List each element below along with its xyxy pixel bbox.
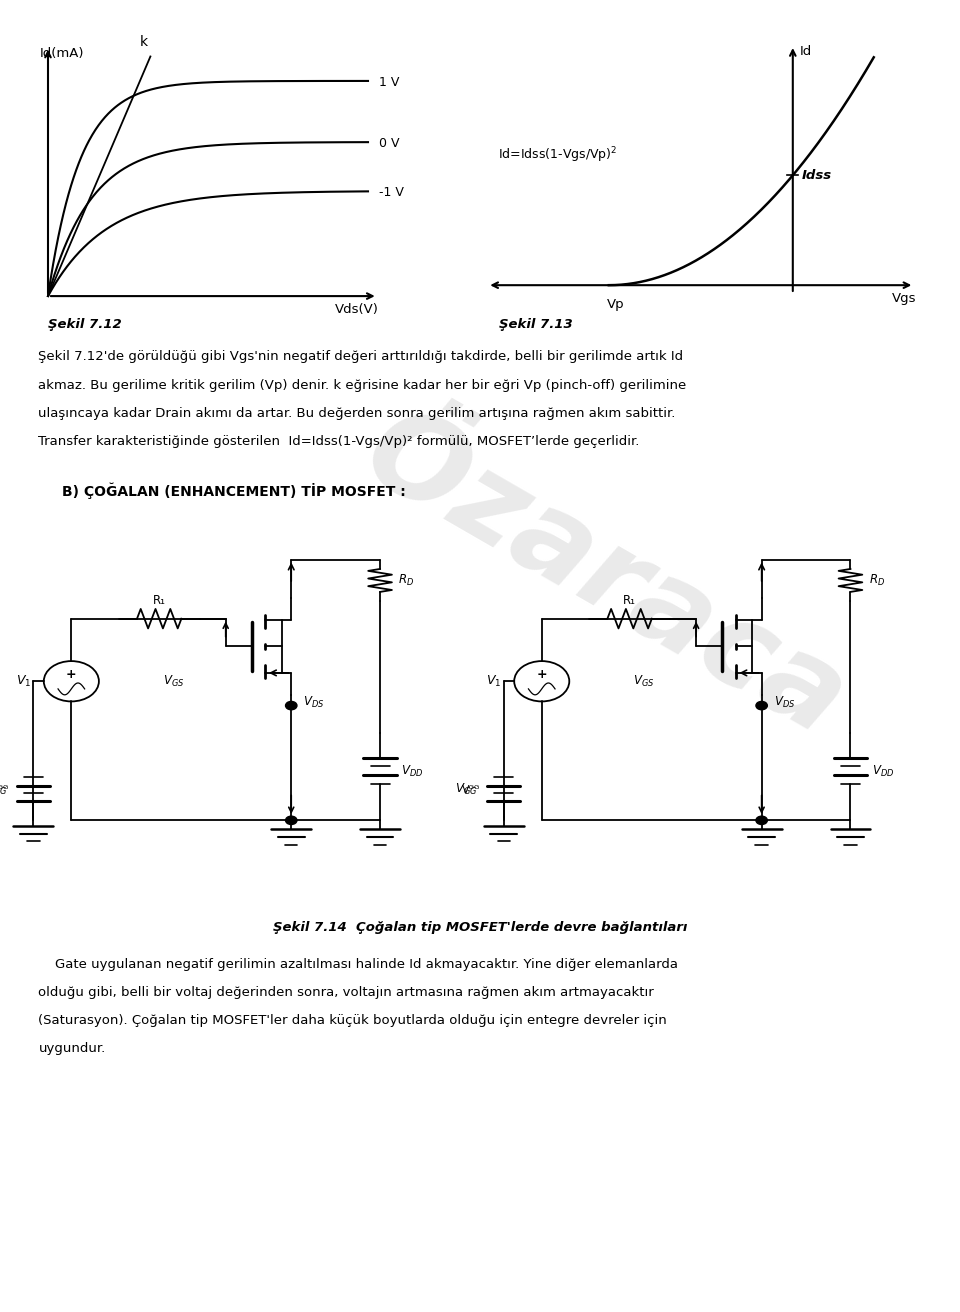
Text: Id(mA): Id(mA) [40, 47, 84, 59]
Text: akmaz. Bu gerilime kritik gerilim (Vp) denir. k eğrisine kadar her bir eğri Vp (: akmaz. Bu gerilime kritik gerilim (Vp) d… [38, 378, 686, 391]
Text: Gate uygulanan negatif gerilimin azaltılması halinde Id akmayacaktır. Yine diğer: Gate uygulanan negatif gerilimin azaltıl… [38, 958, 679, 971]
Text: (Saturasyon). Çoğalan tip MOSFET'ler daha küçük boyutlarda olduğu için entegre d: (Saturasyon). Çoğalan tip MOSFET'ler dah… [38, 1014, 667, 1027]
Text: Şekil 7.12'de görüldüğü gibi Vgs'nin negatif değeri arttırıldığı takdirde, belli: Şekil 7.12'de görüldüğü gibi Vgs'nin neg… [38, 350, 684, 363]
Text: R₁: R₁ [623, 593, 636, 606]
Circle shape [285, 816, 297, 824]
Text: $V_{GS}$: $V_{GS}$ [634, 673, 655, 689]
Text: ulaşıncaya kadar Drain akımı da artar. Bu değerden sonra gerilim artışına rağmen: ulaşıncaya kadar Drain akımı da artar. B… [38, 407, 676, 420]
Text: $R_D$: $R_D$ [869, 573, 884, 588]
Text: Özaraca: Özaraca [344, 394, 866, 761]
Text: Id=Idss(1-Vgs/Vp)$^2$: Id=Idss(1-Vgs/Vp)$^2$ [498, 146, 618, 165]
Text: 0 V: 0 V [379, 136, 399, 150]
Text: $V_{GG}$: $V_{GG}$ [0, 782, 8, 798]
Text: $V_1$: $V_1$ [15, 673, 31, 689]
Text: Transfer karakteristiğinde gösterilen  Id=Idss(1-Vgs/Vp)² formülü, MOSFET’lerde : Transfer karakteristiğinde gösterilen Id… [38, 436, 639, 447]
Text: B) ÇOĞALAN (ENHANCEMENT) TİP MOSFET :: B) ÇOĞALAN (ENHANCEMENT) TİP MOSFET : [62, 483, 406, 500]
Text: Vds(V): Vds(V) [335, 303, 379, 316]
Text: Vᴳᴳ: Vᴳᴳ [0, 785, 10, 795]
Text: Idss: Idss [802, 169, 832, 182]
Text: $V_{DD}$: $V_{DD}$ [872, 764, 894, 778]
Text: k: k [140, 35, 148, 49]
Text: Vgs: Vgs [892, 293, 916, 306]
Text: olduğu gibi, belli bir voltaj değerinden sonra, voltajın artmasına rağmen akım a: olduğu gibi, belli bir voltaj değerinden… [38, 987, 654, 998]
Text: $R_D$: $R_D$ [398, 573, 414, 588]
Text: +: + [537, 669, 547, 681]
Text: $V_{DD}$: $V_{DD}$ [401, 764, 423, 778]
Circle shape [756, 702, 767, 710]
Text: Şekil 7.12: Şekil 7.12 [48, 318, 122, 331]
Text: 1 V: 1 V [379, 76, 399, 89]
Text: Vᴳᴳ: Vᴳᴳ [462, 785, 480, 795]
Text: +: + [66, 669, 77, 681]
Text: Id: Id [800, 45, 812, 58]
Circle shape [285, 702, 297, 710]
Text: $V_{DS}$: $V_{DS}$ [774, 694, 795, 710]
Text: Vp: Vp [608, 298, 625, 311]
Text: Şekil 7.13: Şekil 7.13 [499, 318, 573, 331]
Text: Şekil 7.14  Çoğalan tip MOSFET'lerde devre bağlantıları: Şekil 7.14 Çoğalan tip MOSFET'lerde devr… [273, 921, 687, 934]
Text: $V_{DS}$: $V_{DS}$ [303, 694, 324, 710]
Text: R₁: R₁ [153, 593, 166, 606]
Text: $V_{GG}$: $V_{GG}$ [455, 782, 478, 798]
Text: $V_{GS}$: $V_{GS}$ [163, 673, 184, 689]
Text: -1 V: -1 V [379, 186, 404, 198]
Text: uygundur.: uygundur. [38, 1042, 106, 1055]
Text: $V_1$: $V_1$ [486, 673, 501, 689]
Circle shape [756, 816, 767, 824]
